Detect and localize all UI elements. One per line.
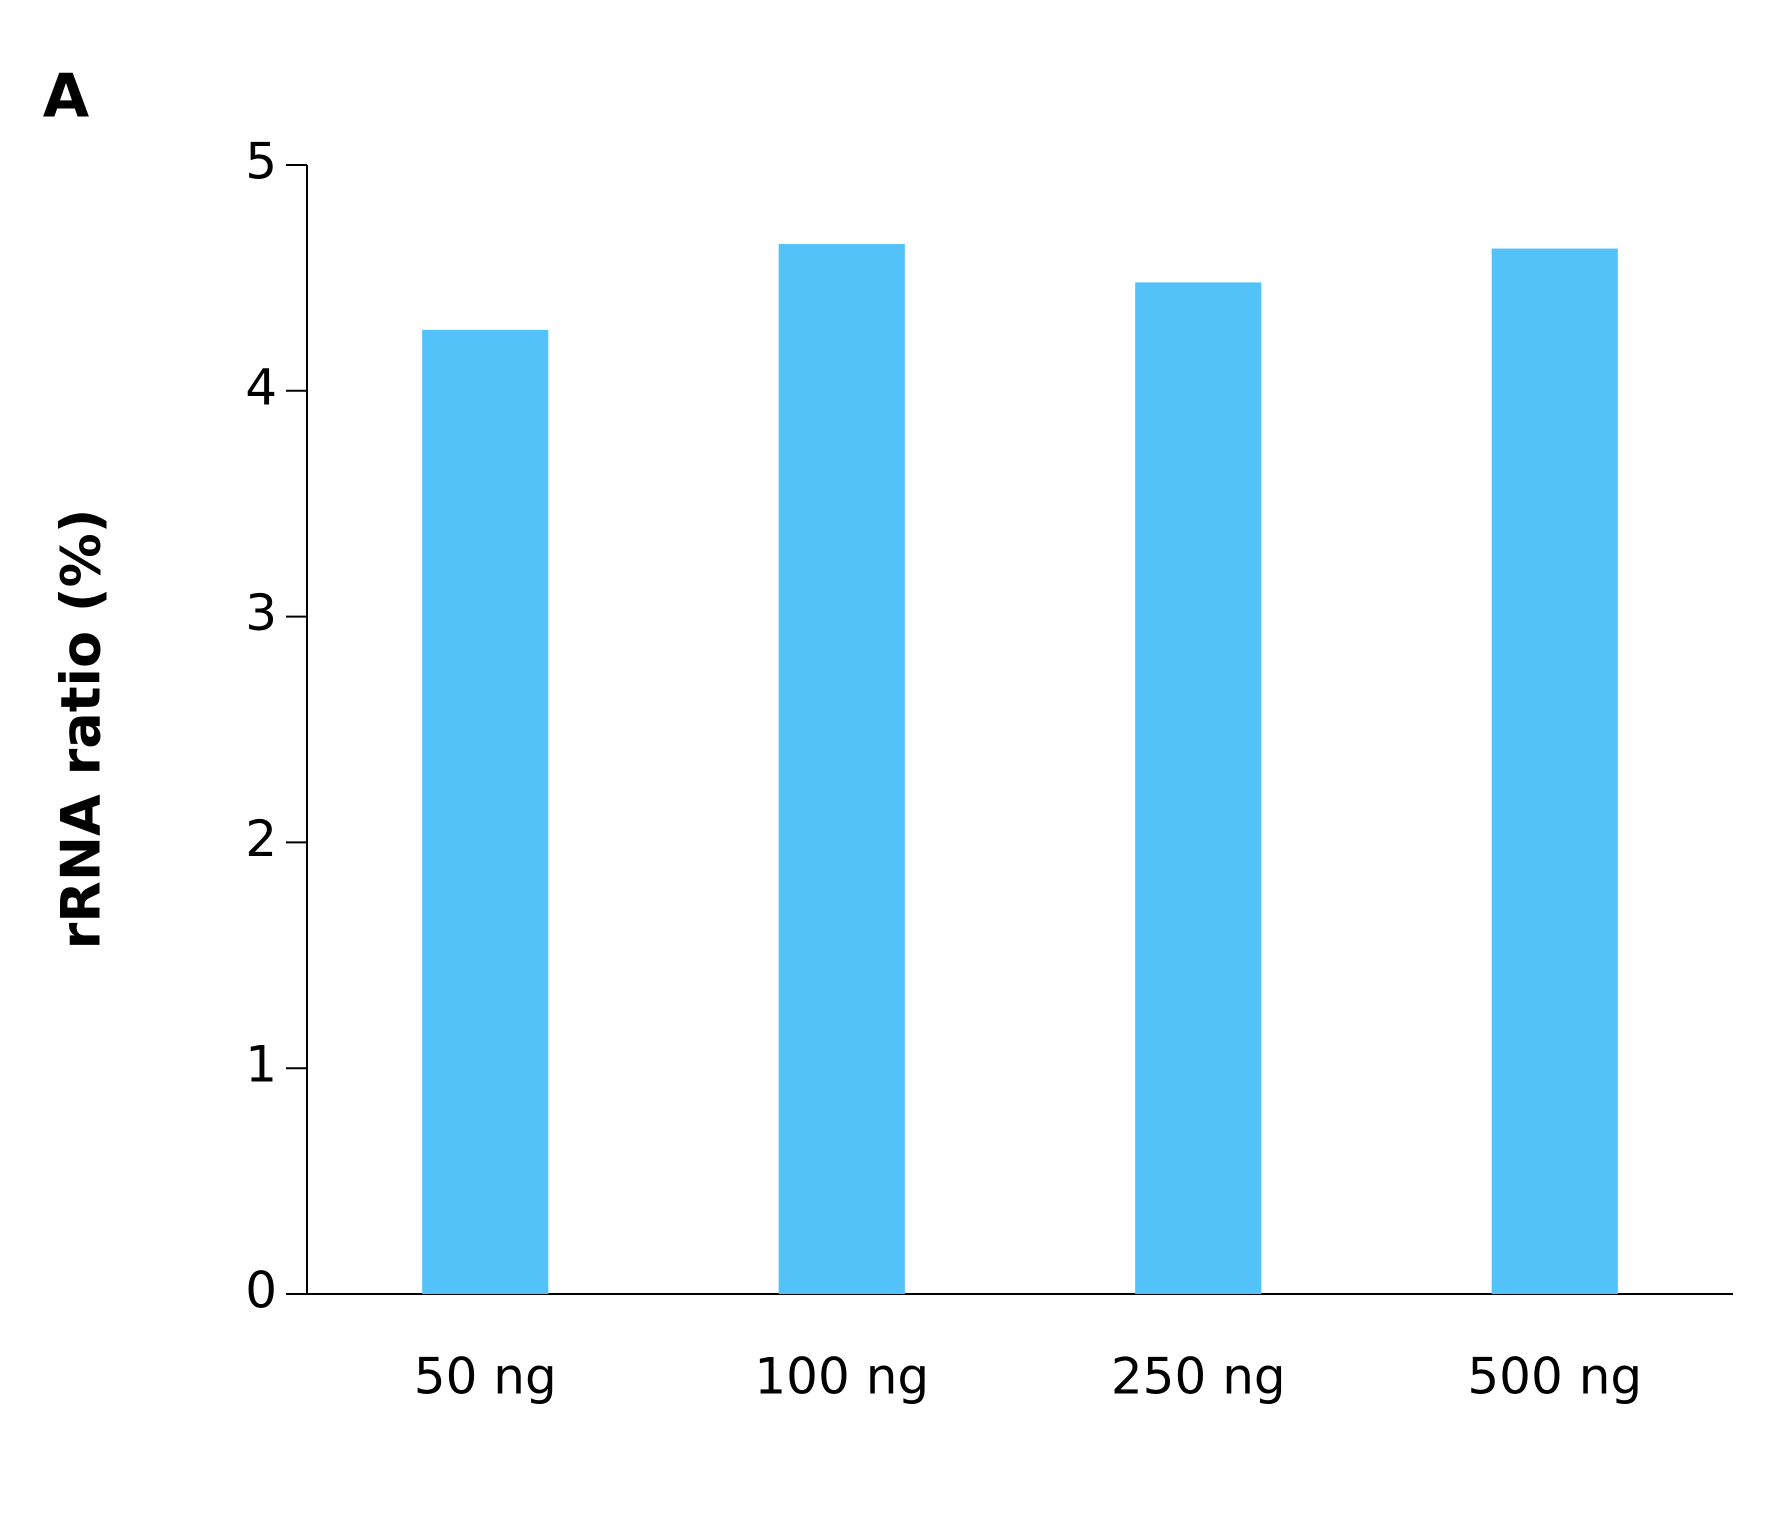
x-tick-label: 100 ng <box>754 1348 929 1406</box>
bar <box>1135 282 1262 1294</box>
y-tick-label: 3 <box>245 584 277 642</box>
bar <box>422 329 549 1295</box>
x-tick-label: 50 ng <box>414 1348 557 1406</box>
y-tick-label: 4 <box>245 358 277 416</box>
y-tick-label: 5 <box>245 133 277 191</box>
bar <box>1491 248 1618 1294</box>
panel-label: A <box>43 62 90 132</box>
x-tick-label: 500 ng <box>1467 1348 1642 1406</box>
bar <box>778 244 905 1294</box>
y-tick-label: 0 <box>245 1262 277 1320</box>
y-tick-label: 1 <box>245 1036 277 1094</box>
x-tick-label: 250 ng <box>1111 1348 1286 1406</box>
y-axis-title: rRNA ratio (%) <box>50 509 113 950</box>
y-tick-label: 2 <box>245 810 277 868</box>
